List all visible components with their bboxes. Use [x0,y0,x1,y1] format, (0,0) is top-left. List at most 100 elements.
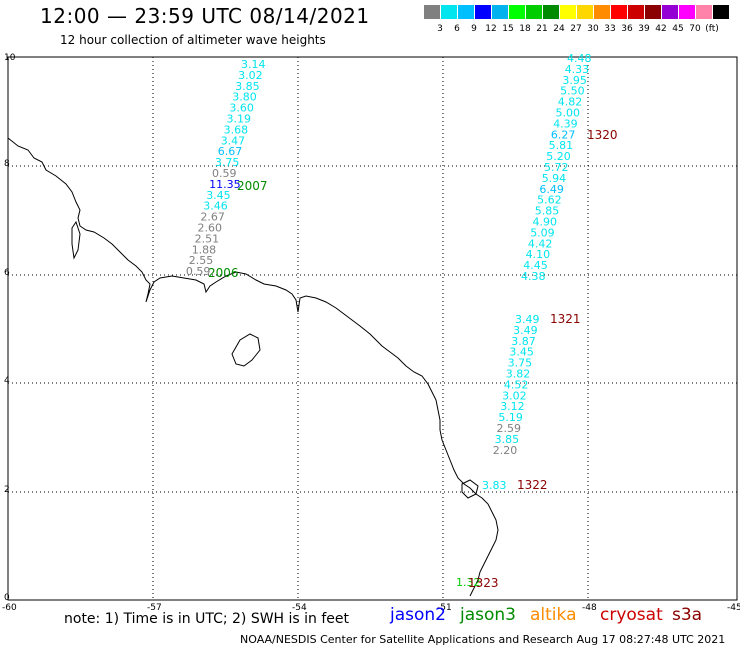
pass-id-label: 2007 [237,179,268,193]
legend-swatch [611,5,627,19]
y-tick-label: 6 [4,268,10,278]
y-tick-label: 8 [4,159,10,169]
legend-label: 15 [502,24,514,34]
legend-label: 18 [519,24,531,34]
pass-id-label: 1322 [517,478,548,492]
wave-height-value: 3.95 [562,74,587,87]
wave-height-value: 5.94 [542,172,567,185]
legend-label: 45 [672,24,684,34]
wave-height-value: 5.62 [537,194,562,207]
wave-height-value: 6.67 [218,145,243,158]
legend-swatch [696,5,712,19]
legend-swatch [509,5,525,19]
wave-height-value: 3.45 [206,189,231,202]
wave-height-value: 4.45 [523,259,548,272]
pass-id-label: 1321 [550,312,581,326]
wave-height-value: 3.85 [495,433,519,446]
legend-label: 42 [655,24,667,34]
wave-height-value: 2.59 [497,422,522,435]
wave-height-value: 4.38 [521,270,546,283]
wave-height-value: 5.09 [530,226,555,239]
wave-height-value: 3.85 [235,80,260,93]
wave-height-value: 3.46 [203,200,228,213]
wave-height-value: 4.10 [526,248,551,261]
legend-label: 21 [536,24,548,34]
legend-label: (ft) [705,24,719,34]
wave-height-value: 3.60 [229,102,254,115]
legend-swatch [679,5,695,19]
legend-label: 33 [604,24,616,34]
legend-label: 39 [638,24,650,34]
wave-height-value: 2.67 [200,211,225,224]
wave-height-value: 3.83 [482,479,507,492]
legend-swatch [424,5,440,19]
coastline [7,137,499,597]
legend-label: 27 [570,24,582,34]
wave-height-value: 3.45 [509,346,534,359]
legend-swatch [577,5,593,19]
x-tick-label: -54 [292,603,307,613]
legend-swatch [645,5,661,19]
wave-height-value: 6.27 [551,128,576,141]
legend-label: 24 [553,24,565,34]
legend-label: 30 [587,24,599,34]
wave-height-value: 3.02 [238,69,263,82]
pass-id-label: 1320 [587,128,618,142]
legend-swatch [441,5,457,19]
satellite-s3a: s3a [672,605,703,625]
wave-height-value: 4.52 [504,378,529,391]
pass-id-label: 1323 [468,576,499,590]
pass-id-label: 2006 [208,266,239,280]
wave-height-value: 4.90 [533,216,558,229]
wave-height-value: 3.14 [241,58,266,71]
y-tick-label: 4 [4,376,10,386]
wave-height-value: 4.39 [553,117,578,130]
wave-height-value: 0.59 [212,167,237,180]
wave-height-value: 6.49 [539,183,564,196]
x-tick-label: -45 [727,603,740,613]
x-tick-label: -60 [2,603,17,613]
wave-height-value: 5.81 [549,139,574,152]
legend-swatch [560,5,576,19]
wave-height-value: 3.75 [508,357,532,370]
wave-height-value: 3.49 [513,324,538,337]
legend-swatch [662,5,678,19]
page-subtitle: 12 hour collection of altimeter wave hei… [60,33,326,47]
wave-height-value: 5.00 [556,107,581,120]
wave-height-value: 4.33 [565,63,590,76]
y-tick-label: 0 [4,593,10,603]
wave-height-value: 0.59 [186,265,211,278]
wave-height-value: 11.35 [209,178,241,191]
wave-height-value: 1.88 [192,243,217,256]
wave-values: 3.143.023.853.803.603.193.683.476.673.75… [186,52,592,589]
legend-label: 6 [454,24,460,34]
legend-swatch [458,5,474,19]
satellite-jason3: jason3 [460,605,516,625]
page-title: 12:00 — 23:59 UTC 08/14/2021 [40,4,370,28]
legend-label: 36 [621,24,633,34]
wave-height-value: 3.19 [227,113,252,126]
legend-label: 12 [485,24,497,34]
wave-height-value: 2.51 [195,232,220,245]
wave-height-value: 3.49 [515,313,540,326]
x-tick-label: -51 [437,603,452,613]
pass-labels: 2007 2006 1320 1321 1322 1323 [208,128,618,590]
wave-height-value: 4.82 [558,96,583,109]
legend-swatch [492,5,508,19]
legend-swatch [526,5,542,19]
wave-height-value: 3.75 [215,156,240,169]
grid [8,57,737,600]
credit-footer: NOAA/NESDIS Center for Satellite Applica… [240,633,726,646]
wave-height-value: 3.02 [502,389,526,402]
legend-swatch [713,5,729,19]
wave-height-value: 3.80 [232,91,256,104]
wave-height-value: 5.72 [544,161,569,174]
wave-height-value: 1.32 [456,576,481,589]
legend-swatch [628,5,644,19]
wave-height-value: 2.20 [493,444,518,457]
wave-height-value: 2.60 [198,222,223,235]
wave-height-value: 3.68 [224,123,249,136]
legend-label: 70 [689,24,701,34]
x-tick-label: -57 [147,603,162,613]
